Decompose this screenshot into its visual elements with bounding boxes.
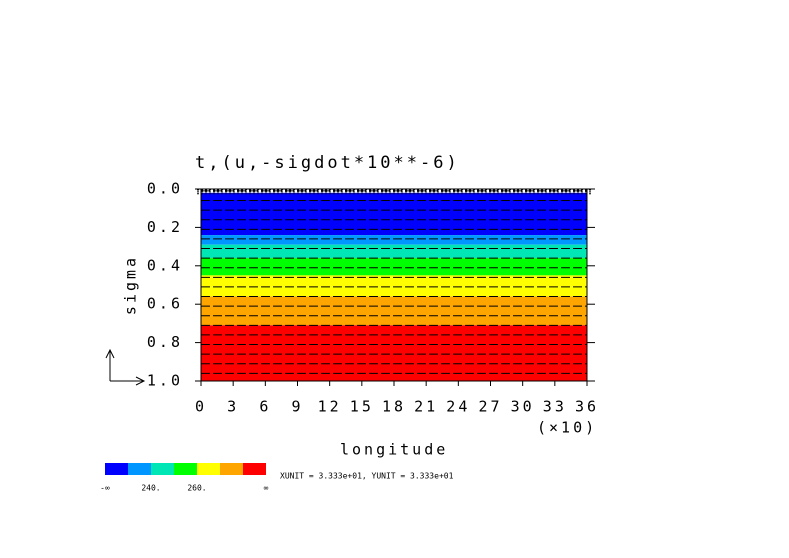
contour-band — [201, 296, 587, 326]
y-tick-label: 0.2 — [147, 218, 183, 236]
x-multiplier: (×10) — [537, 419, 597, 437]
colorbar-label: ∞ — [264, 484, 269, 493]
chart-title: t,(u,-sigdot*10**-6) — [195, 153, 460, 173]
contour-band — [201, 192, 587, 236]
x-tick-label: 9 — [291, 398, 303, 416]
colorbar-label: 260. — [187, 484, 206, 493]
x-tick-label: 6 — [259, 398, 271, 416]
y-tick-label: 0.0 — [147, 180, 183, 198]
x-tick-label: 30 — [511, 398, 535, 416]
colorbar-swatch — [128, 463, 151, 475]
x-tick-label: 36 — [575, 398, 599, 416]
colorbar-swatch — [220, 463, 243, 475]
x-tick-label: 24 — [446, 398, 470, 416]
reference-vector — [105, 348, 146, 386]
vector-unit: XUNIT = 3.333e+01, YUNIT = 3.333e+01 — [280, 472, 454, 481]
y-tick-label: 1.0 — [147, 372, 183, 390]
colorbar-swatch — [174, 463, 197, 475]
x-tick-label: 33 — [543, 398, 567, 416]
y-axis-label: sigma — [122, 255, 140, 315]
x-axis-label: longitude — [340, 441, 448, 459]
colorbar-swatch — [151, 463, 174, 475]
y-tick-label: 0.8 — [147, 333, 183, 351]
contour-band — [201, 244, 587, 259]
colorbar-label: -∞ — [100, 484, 110, 493]
x-tick-label: 12 — [318, 398, 342, 416]
y-tick-label: 0.4 — [147, 256, 183, 274]
x-tick-label: 27 — [478, 398, 502, 416]
colorbar-swatch — [105, 463, 128, 475]
contour-band — [201, 258, 587, 276]
x-tick-label: 15 — [350, 398, 374, 416]
y-tick-label: 0.6 — [147, 295, 183, 313]
contour-band — [201, 325, 587, 381]
colorbar-swatch — [197, 463, 220, 475]
x-tick-label: 0 — [195, 398, 207, 416]
contour-band — [201, 235, 587, 245]
x-tick-label: 3 — [227, 398, 239, 416]
x-tick-label: 18 — [382, 398, 406, 416]
colorbar-swatch — [243, 463, 266, 475]
contour-band — [201, 275, 587, 297]
colorbar-label: 240. — [141, 484, 160, 493]
x-tick-label: 21 — [414, 398, 438, 416]
